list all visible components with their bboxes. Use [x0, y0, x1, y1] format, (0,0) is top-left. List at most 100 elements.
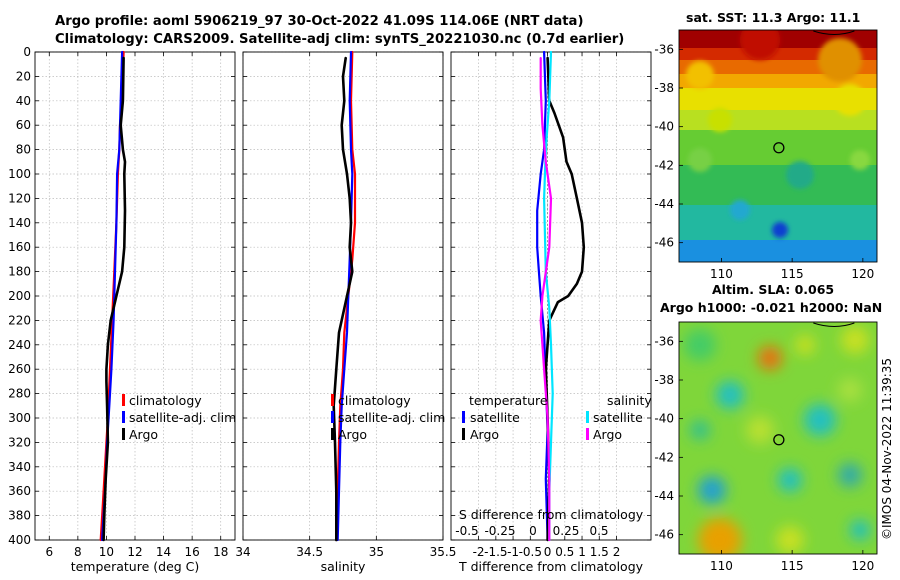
sst-field: [679, 30, 877, 262]
sla-map-title: Altim. SLA: 0.065: [712, 282, 835, 297]
legend-label: climatology: [338, 393, 411, 408]
x-tick-label: -0.5: [519, 545, 542, 559]
legend-label: satellite-adj. clim: [338, 410, 445, 425]
series-line-salinity-argo: [539, 56, 553, 542]
legend-swatch: [331, 411, 334, 423]
sst-feature: [850, 150, 870, 170]
map-x-tick-label: 115: [781, 267, 804, 281]
x-axis-label: salinity: [321, 559, 366, 574]
x-tick-label: 2: [613, 545, 621, 559]
y-tick-label: 120: [8, 191, 31, 205]
x-tick-label: 10: [99, 545, 114, 559]
sst-map: 110 115 120 -36 -38 -40 -42 -44 -46: [654, 29, 878, 281]
x-tick-label: 14: [156, 545, 171, 559]
x2-tick-label: -0.25: [484, 524, 515, 538]
legend-label: Argo: [593, 427, 622, 442]
sst-feature: [708, 108, 732, 132]
legend-label: satellite-adj. clim: [129, 410, 236, 425]
legend-title-temperature: temperature: [469, 393, 548, 408]
y-tick-label: 340: [8, 460, 31, 474]
sst-feature: [730, 200, 750, 220]
y-tick-label: 0: [23, 45, 31, 59]
sla-features: [684, 326, 870, 554]
map-y-tick-label: -36: [654, 42, 674, 56]
legend-swatch: [586, 411, 589, 423]
map-y-tick-label: -38: [654, 373, 674, 387]
panel-difference: -2 -1.5 -1 -0.5 0 0.5 1 1.5 2T difference from c…: [450, 50, 652, 574]
y-tick-label: 280: [8, 387, 31, 401]
x2-tick-label: 0: [529, 524, 537, 538]
legend-title-salinity: salinity: [607, 393, 652, 408]
y-tick-label: 160: [8, 240, 31, 254]
y-tick-label: 20: [16, 69, 31, 83]
header-line-2: Climatology: CARS2009. Satellite-adj cli…: [55, 32, 625, 47]
sla-feature: [804, 404, 836, 436]
argo-position-marker: [773, 434, 785, 446]
x-axis-label: T difference from climatology: [458, 559, 644, 574]
sst-feature: [740, 30, 780, 60]
y-tick-label: 380: [8, 509, 31, 523]
map-y-tick-label: -46: [654, 528, 674, 542]
legend-label: climatology: [129, 393, 202, 408]
legend-swatch: [122, 428, 125, 440]
sla-field: [679, 322, 877, 554]
legend-swatch: [122, 394, 125, 406]
x-tick-label: 1.5: [590, 545, 609, 559]
sla-feature: [838, 378, 862, 402]
legend-label: Argo: [338, 427, 367, 442]
map-y-tick-label: -40: [654, 120, 674, 134]
x-tick-label: 8: [74, 545, 82, 559]
x2-tick-label: 0.5: [589, 524, 608, 538]
legend-swatch: [331, 394, 334, 406]
x-tick-label: 6: [45, 545, 53, 559]
map-y-tick-label: -44: [654, 489, 674, 503]
map-y-tick-label: -36: [654, 334, 674, 348]
sla-feature: [716, 381, 744, 409]
sla-feature: [684, 329, 716, 361]
profile-panels: 6 8 10 12 14 16 180204060801001201401601802002…: [8, 45, 652, 574]
sst-features: [686, 30, 870, 238]
y-tick-label: 40: [16, 94, 31, 108]
legend-swatch: [331, 428, 334, 440]
map-frame: [678, 29, 878, 263]
x-tick-label: 12: [127, 545, 142, 559]
y-tick-label: 220: [8, 313, 31, 327]
legend-label: satellite: [470, 410, 520, 425]
legend: climatology satellite-adj. clim Argo: [122, 393, 236, 442]
sla-feature: [746, 416, 774, 444]
coastline: [813, 322, 855, 327]
y-tick-label: 360: [8, 484, 31, 498]
sla-feature: [776, 526, 804, 554]
x-tick-label: -1.5: [484, 545, 507, 559]
sla-feature: [850, 520, 870, 540]
sst-map-title: sat. SST: 11.3 Argo: 11.1: [686, 10, 861, 25]
sst-feature: [688, 148, 712, 172]
y-tick-label: 240: [8, 338, 31, 352]
x-tick-label: 34.5: [296, 545, 323, 559]
sla-feature: [838, 463, 862, 487]
sla-feature: [778, 468, 802, 492]
sst-feature: [818, 38, 862, 82]
y-tick-label: 300: [8, 411, 31, 425]
sla-feature: [795, 335, 815, 355]
sst-feature: [686, 61, 714, 89]
legend-swatch: [122, 411, 125, 423]
map-x-tick-label: 110: [710, 559, 733, 573]
y-tick-label: 400: [8, 533, 31, 547]
series-line-salinity-satellite: [542, 50, 554, 542]
y-tick-label: 320: [8, 435, 31, 449]
map-y-tick-label: -46: [654, 236, 674, 250]
sst-band: [679, 88, 877, 111]
x-tick-label: -2: [473, 545, 485, 559]
map-y-tick-label: -42: [654, 158, 674, 172]
x2-axis-label: S difference from climatology: [459, 507, 644, 522]
y-tick-label: 60: [16, 118, 31, 132]
map-x-tick-label: 120: [851, 267, 874, 281]
sla-feature: [698, 518, 742, 554]
x-tick-label: 0: [544, 545, 552, 559]
y-tick-label: 80: [16, 143, 31, 157]
map-x-tick-label: 115: [781, 559, 804, 573]
legend-swatch: [462, 428, 465, 440]
sla-feature: [698, 476, 726, 504]
